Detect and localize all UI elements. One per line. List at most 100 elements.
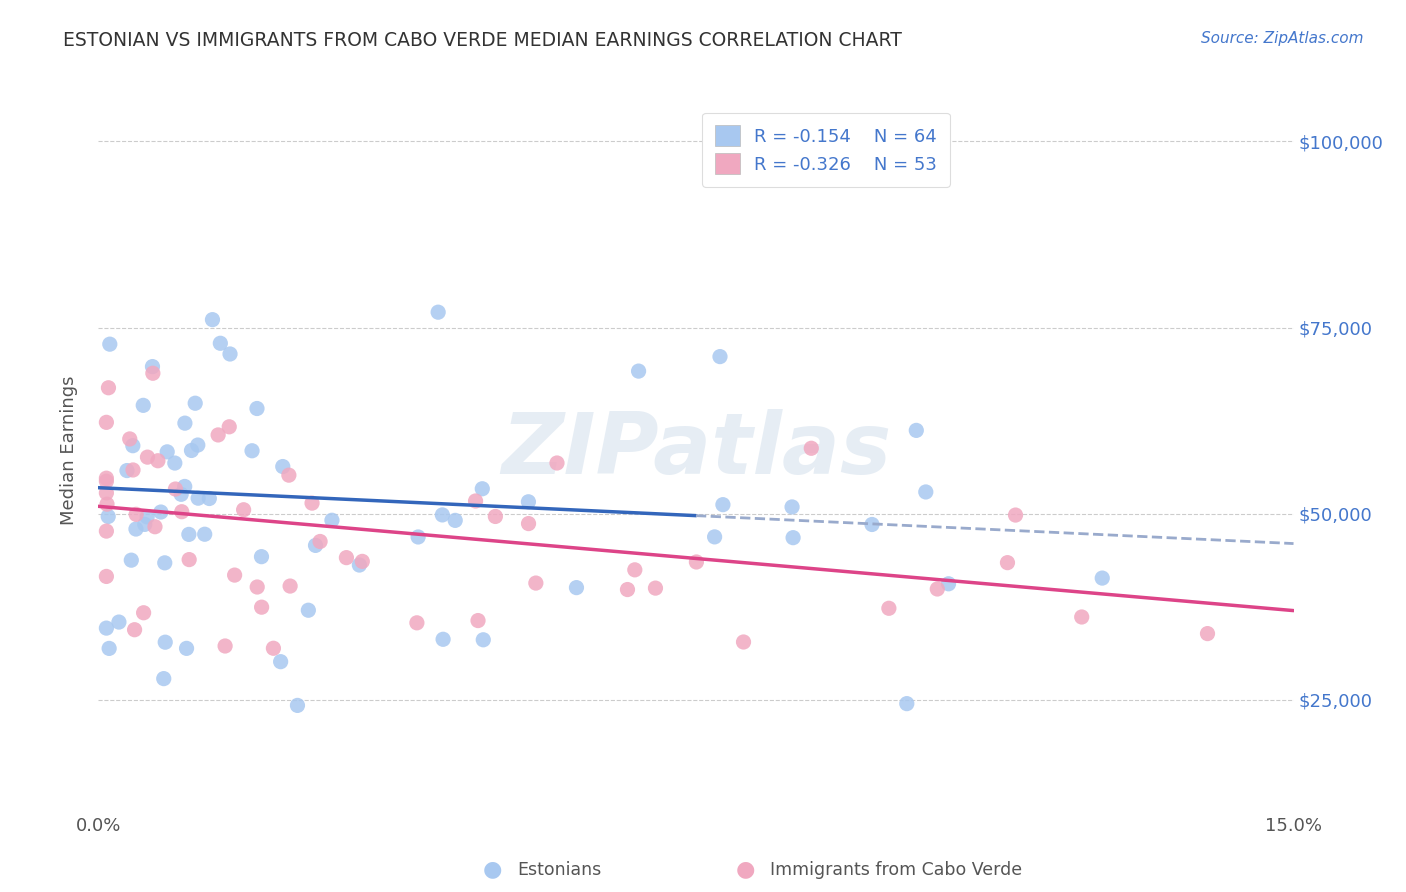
Point (142, 366, 165, 380)
Point (309, 534, 332, 549)
Point (125, 508, 148, 522)
Text: ESTONIAN VS IMMIGRANTS FROM CABO VERDE MEDIAN EARNINGS CORRELATION CHART: ESTONIAN VS IMMIGRANTS FROM CABO VERDE M… (63, 31, 903, 50)
Point (685, 555, 707, 569)
Point (121, 439, 143, 453)
Point (179, 552, 201, 566)
Point (711, 498, 734, 512)
Point (96, 569, 118, 583)
Point (170, 505, 193, 519)
Point (616, 582, 638, 597)
Point (96, 497, 118, 511)
Point (207, 428, 229, 442)
Point (209, 336, 232, 351)
Point (335, 550, 357, 565)
Point (96, 486, 118, 500)
Point (278, 579, 301, 593)
Point (165, 482, 187, 496)
Point (733, 635, 755, 649)
Point (177, 527, 200, 541)
Text: Immigrants from Cabo Verde: Immigrants from Cabo Verde (770, 861, 1022, 879)
Point (905, 424, 928, 438)
Point (240, 443, 263, 458)
Point (163, 456, 186, 470)
Point (709, 350, 731, 364)
Point (246, 580, 269, 594)
Point (136, 509, 159, 524)
Point (877, 601, 900, 615)
Point (1197, 626, 1219, 640)
Point (198, 491, 221, 506)
Point (927, 582, 949, 596)
Point (427, 305, 450, 319)
Point (627, 364, 650, 378)
Point (1070, 610, 1092, 624)
Point (467, 614, 489, 628)
Point (218, 419, 240, 434)
Point (304, 538, 326, 552)
Point (97, 509, 120, 524)
Point (136, 450, 159, 464)
Point (125, 522, 148, 536)
Point (96, 621, 118, 635)
Point (444, 513, 467, 527)
Point (321, 513, 343, 527)
Point (141, 359, 163, 374)
Point (782, 531, 804, 545)
Point (108, 615, 131, 629)
Point (134, 517, 156, 532)
Text: Estonians: Estonians (517, 861, 602, 879)
Point (194, 527, 217, 541)
Point (524, 576, 547, 591)
Point (914, 485, 936, 500)
Point (143, 520, 166, 534)
Point (224, 568, 246, 582)
Point (472, 632, 495, 647)
Point (432, 632, 454, 647)
Point (246, 401, 269, 416)
Point (146, 454, 169, 468)
Point (406, 530, 429, 544)
Point (96, 475, 118, 489)
Point (464, 494, 486, 508)
Point (644, 581, 666, 595)
Point (250, 600, 273, 615)
Point (287, 698, 309, 713)
Text: ●: ● (482, 860, 502, 880)
Point (896, 697, 918, 711)
Point (180, 443, 202, 458)
Point (187, 438, 209, 452)
Point (96, 471, 118, 485)
Point (703, 530, 725, 544)
Text: ●: ● (735, 860, 755, 880)
Point (997, 556, 1019, 570)
Point (174, 416, 197, 430)
Point (170, 487, 193, 501)
Point (301, 496, 323, 510)
Point (406, 615, 429, 630)
Point (173, 479, 195, 493)
Point (201, 312, 224, 326)
Point (517, 516, 540, 531)
Point (517, 495, 540, 509)
Point (184, 396, 207, 410)
Point (115, 464, 138, 478)
Point (214, 639, 236, 653)
Point (484, 509, 506, 524)
Point (98, 641, 121, 656)
Point (187, 491, 209, 505)
Point (176, 641, 198, 656)
Text: ZIPatlas: ZIPatlas (501, 409, 891, 492)
Point (156, 445, 179, 459)
Point (277, 468, 299, 483)
Point (349, 558, 371, 572)
Legend: R = -0.154    N = 64, R = -0.326    N = 53: R = -0.154 N = 64, R = -0.326 N = 53 (702, 112, 950, 187)
Point (124, 623, 146, 637)
Point (1091, 571, 1114, 585)
Point (270, 655, 292, 669)
Point (155, 635, 177, 649)
Point (262, 641, 284, 656)
Point (132, 398, 155, 412)
Point (152, 672, 174, 686)
Point (271, 459, 294, 474)
Point (149, 505, 172, 519)
